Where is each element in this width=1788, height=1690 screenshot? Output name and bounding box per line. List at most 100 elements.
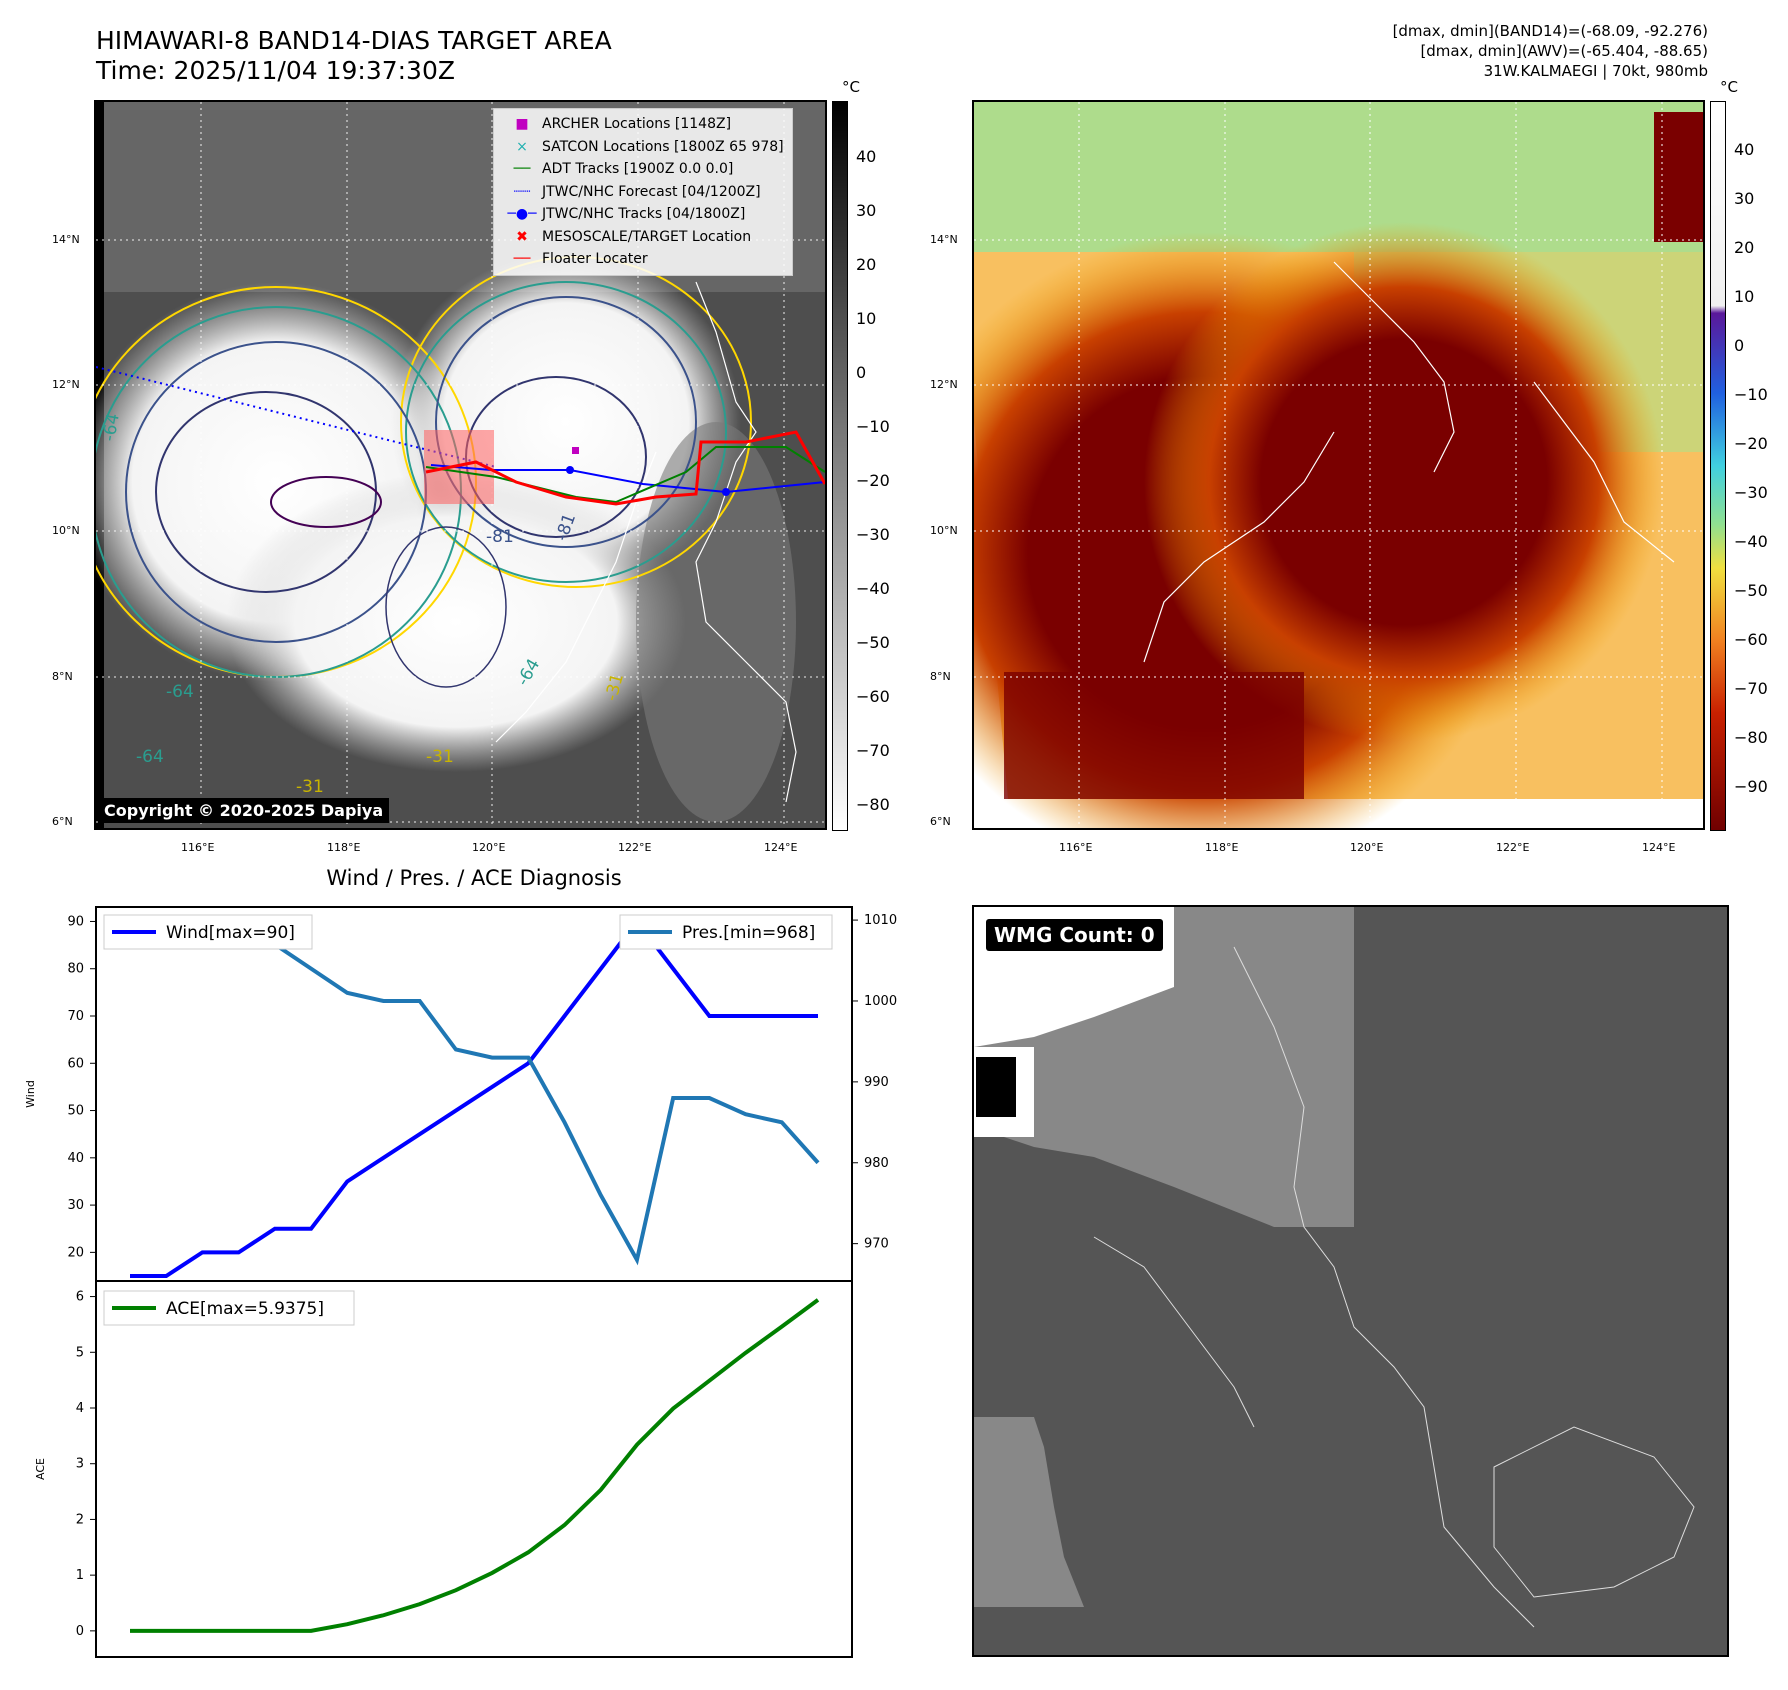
colorbar1-tick: −10 [856, 417, 890, 436]
colorbar2-tick: −10 [1734, 385, 1768, 404]
lat-label: 8°N [52, 670, 73, 683]
colorbar1-tick: 0 [856, 363, 867, 382]
pressure-series-line [129, 918, 820, 1266]
y-tick-label: 80 [67, 962, 84, 977]
colorbar2-tick: 10 [1734, 287, 1755, 306]
lat-label: 14°N [930, 233, 958, 246]
ace-series-line [130, 1298, 820, 1633]
wind-pressure-chart: 20 30 40 50 60 70 80 90 970 980 990 1000 1010 Wind Pre… [24, 906, 897, 1282]
colorbar2-tick: 40 [1734, 140, 1755, 159]
lon-label: 124°E [764, 841, 798, 854]
y-tick-label: 60 [67, 1056, 84, 1071]
wind-series-line [130, 918, 818, 1278]
lat-label: 10°N [930, 524, 958, 537]
y-tick-label: 5 [76, 1345, 84, 1360]
legend-item: ── Floater Locater [513, 251, 648, 267]
colorbar1-tick: −30 [856, 525, 890, 544]
y-tick-label: 1 [76, 1568, 84, 1583]
colorbar2-tick: −90 [1734, 777, 1768, 796]
lon-label: 124°E [1642, 841, 1676, 854]
contour-label: -81 [486, 527, 514, 547]
colorbar1-tick: 20 [856, 255, 877, 274]
y-tick-label: 6 [76, 1290, 84, 1305]
figure-title-line2: Time: 2025/11/04 19:37:30Z [96, 56, 455, 85]
lat-label: 8°N [930, 670, 951, 683]
lat-label: 14°N [52, 233, 80, 246]
colorbar1-tick: −60 [856, 687, 890, 706]
lon-label: 120°E [472, 841, 506, 854]
y-tick-label: 30 [67, 1198, 84, 1213]
lat-label: 10°N [52, 524, 80, 537]
contour-label: -64 [166, 682, 194, 702]
awv-map-panel [972, 100, 1705, 830]
ir-map-panel: -64 -81 -81 -64 -31 -31 -31 -64 -64 ■ ARC… [94, 100, 827, 830]
y-tick-label: 70 [67, 1009, 84, 1024]
y2-tick-label: 980 [864, 1156, 889, 1171]
info-line2: [dmax, dmin](AWV)=(-65.404, -88.65) [1420, 42, 1708, 60]
lat-label: 6°N [930, 815, 951, 828]
colorbar1-tick: −20 [856, 471, 890, 490]
colorbar2-unit: °C [1720, 78, 1738, 96]
y-tick-label: 2 [76, 1512, 84, 1527]
awv-map-image [974, 102, 1703, 828]
legend-item: ✖ MESOSCALE/TARGET Location [516, 228, 752, 245]
y2-tick-label: 1010 [864, 913, 897, 928]
lon-label: 122°E [1496, 841, 1530, 854]
y-axis-label: Wind [24, 1080, 37, 1108]
y-axis-label: ACE [34, 1458, 47, 1480]
lon-label: 122°E [618, 841, 652, 854]
diagnosis-chart: 203040506070809097098099010001010WindPre… [24, 906, 897, 1658]
map-legend: ■ ARCHER Locations [1148Z] × SATCON Locati… [493, 108, 793, 276]
ace-chart: 0 1 2 3 4 5 6 ACE ACE[max=5.9375] [34, 1280, 853, 1658]
contour-label: -31 [296, 777, 324, 797]
colorbar2 [1710, 101, 1726, 831]
colorbar2-tick: −50 [1734, 581, 1768, 600]
y2-tick-label: 990 [864, 1075, 889, 1090]
contour-label: -31 [426, 747, 454, 767]
colorbar2-tick: −70 [1734, 679, 1768, 698]
ace-legend-label: ACE[max=5.9375] [166, 1299, 324, 1319]
legend-item: ─●─ JTWC/NHC Tracks [04/1800Z] [507, 206, 746, 222]
diagnosis-title: Wind / Pres. / ACE Diagnosis [326, 866, 622, 890]
pressure-legend-label: Pres.[min=968] [682, 923, 815, 943]
colorbar2-tick: 30 [1734, 189, 1755, 208]
colorbar2-tick: −40 [1734, 532, 1768, 551]
legend-item: ── ADT Tracks [1900Z 0.0 0.0] [513, 161, 734, 177]
lat-label: 12°N [930, 378, 958, 391]
legend-item: × SATCON Locations [1800Z 65 978] [516, 138, 784, 155]
colorbar2-tick: 0 [1734, 336, 1745, 355]
contour-label: -64 [136, 747, 164, 767]
wmg-count-label: WMG Count: 0 [986, 919, 1163, 951]
y-tick-label: 50 [67, 1104, 84, 1119]
y-tick-label: 3 [76, 1457, 84, 1472]
colorbar1-unit: °C [842, 78, 860, 96]
wind-legend-label: Wind[max=90] [166, 923, 295, 943]
lat-label: 6°N [52, 815, 73, 828]
lon-label: 116°E [1059, 841, 1093, 854]
lon-label: 120°E [1350, 841, 1384, 854]
colorbar1-tick: 30 [856, 201, 877, 220]
plot-frame [95, 1280, 853, 1658]
colorbar2-tick: −80 [1734, 728, 1768, 747]
y2-tick-label: 1000 [864, 994, 897, 1009]
figure-title-line1: HIMAWARI-8 BAND14-DIAS TARGET AREA [96, 26, 612, 55]
y-tick-label: 90 [67, 914, 84, 929]
lon-label: 118°E [1205, 841, 1239, 854]
colorbar1-tick: −80 [856, 795, 890, 814]
copyright-label: Copyright © 2020-2025 Dapiya [98, 798, 390, 823]
contour-label: -64 [99, 412, 124, 443]
info-line1: [dmax, dmin](BAND14)=(-68.09, -92.276) [1392, 22, 1708, 40]
colorbar2-tick: −30 [1734, 483, 1768, 502]
colorbar2-tick: −20 [1734, 434, 1768, 453]
plot-frame [95, 906, 853, 1282]
lon-label: 118°E [327, 841, 361, 854]
colorbar1-tick: 10 [856, 309, 877, 328]
lat-label: 12°N [52, 378, 80, 391]
colorbar1-tick: −50 [856, 633, 890, 652]
colorbar2-tick: −60 [1734, 630, 1768, 649]
colorbar1-tick: −70 [856, 741, 890, 760]
lon-label: 116°E [181, 841, 215, 854]
y2-tick-label: 970 [864, 1237, 889, 1252]
legend-item: ■ ARCHER Locations [1148Z] [515, 116, 732, 132]
y-tick-label: 4 [76, 1401, 84, 1416]
